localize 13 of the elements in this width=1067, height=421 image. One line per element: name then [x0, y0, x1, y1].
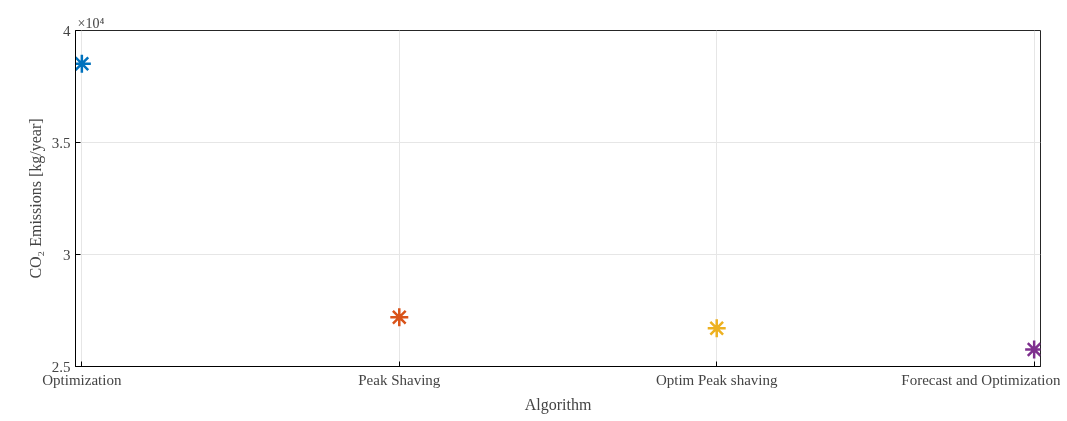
x-tick-label: Forecast and Optimization	[901, 371, 1061, 388]
y-tick-label: 3.5	[51, 134, 71, 151]
annotation: ×10⁴	[77, 15, 105, 31]
y-tick-label: 4	[63, 22, 71, 39]
x-tick-label: Optim Peak shaving	[655, 371, 779, 388]
point	[389, 306, 410, 328]
point	[706, 317, 727, 339]
point	[75, 53, 93, 74]
y-tick-label: 3	[63, 246, 71, 263]
x-tick-label: Peak Shaving	[358, 371, 441, 388]
y-axis-title: CO₂ Emissions [kg/year]	[26, 118, 45, 279]
point	[1023, 339, 1041, 360]
x-axis-title: Algorithm	[524, 395, 592, 414]
